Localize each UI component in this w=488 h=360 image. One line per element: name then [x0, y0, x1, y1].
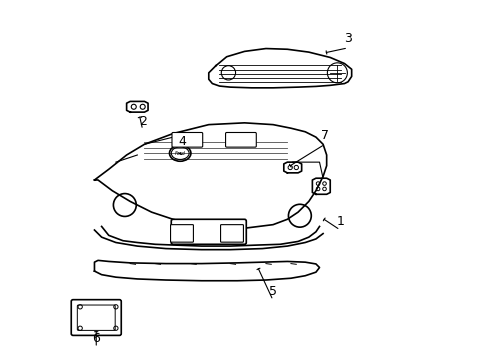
Text: 7: 7	[320, 129, 328, 142]
FancyBboxPatch shape	[170, 225, 193, 242]
FancyBboxPatch shape	[172, 132, 203, 147]
Text: 2: 2	[139, 114, 146, 127]
Text: 6: 6	[92, 333, 100, 346]
FancyBboxPatch shape	[220, 225, 243, 242]
Polygon shape	[94, 260, 319, 281]
Text: 3: 3	[344, 32, 351, 45]
FancyBboxPatch shape	[225, 132, 256, 147]
FancyBboxPatch shape	[77, 305, 115, 330]
FancyBboxPatch shape	[171, 219, 246, 244]
FancyBboxPatch shape	[71, 300, 121, 336]
Text: 5: 5	[268, 285, 277, 298]
Text: 1: 1	[336, 215, 344, 228]
Text: Ford: Ford	[174, 151, 185, 156]
Text: 4: 4	[178, 135, 185, 148]
